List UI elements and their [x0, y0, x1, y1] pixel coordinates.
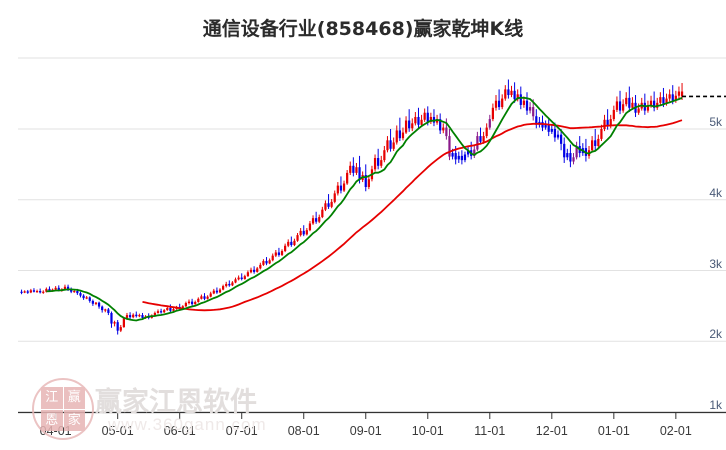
x-tick-label: 06-01 [163, 424, 196, 438]
y-tick-label: 3k [709, 256, 722, 271]
x-tick-label: 12-01 [535, 424, 568, 438]
y-tick-label: 5k [709, 115, 722, 129]
y-tick-label: 2k [709, 327, 722, 342]
y-tick-label: 4k [709, 185, 722, 200]
page-title: 通信设备行业(858468)赢家乾坤K线 [202, 18, 524, 40]
y-tick-label: 1k [709, 398, 722, 412]
x-tick-label: 04-01 [39, 424, 72, 438]
x-tick-label: 08-01 [287, 424, 320, 438]
ma-short-line [46, 96, 683, 322]
ma-long-line [142, 119, 683, 312]
x-tick-label: 05-01 [101, 424, 134, 438]
x-tick-label: 09-01 [349, 424, 382, 438]
x-tick-label: 11-01 [474, 424, 506, 438]
candlestick-series [20, 79, 684, 335]
x-tick-label: 02-01 [659, 424, 692, 438]
x-axis-ticks [55, 412, 677, 419]
x-tick-label: 10-01 [411, 424, 444, 438]
x-tick-label: 01-01 [597, 424, 630, 438]
x-tick-label: 07-01 [225, 424, 258, 438]
